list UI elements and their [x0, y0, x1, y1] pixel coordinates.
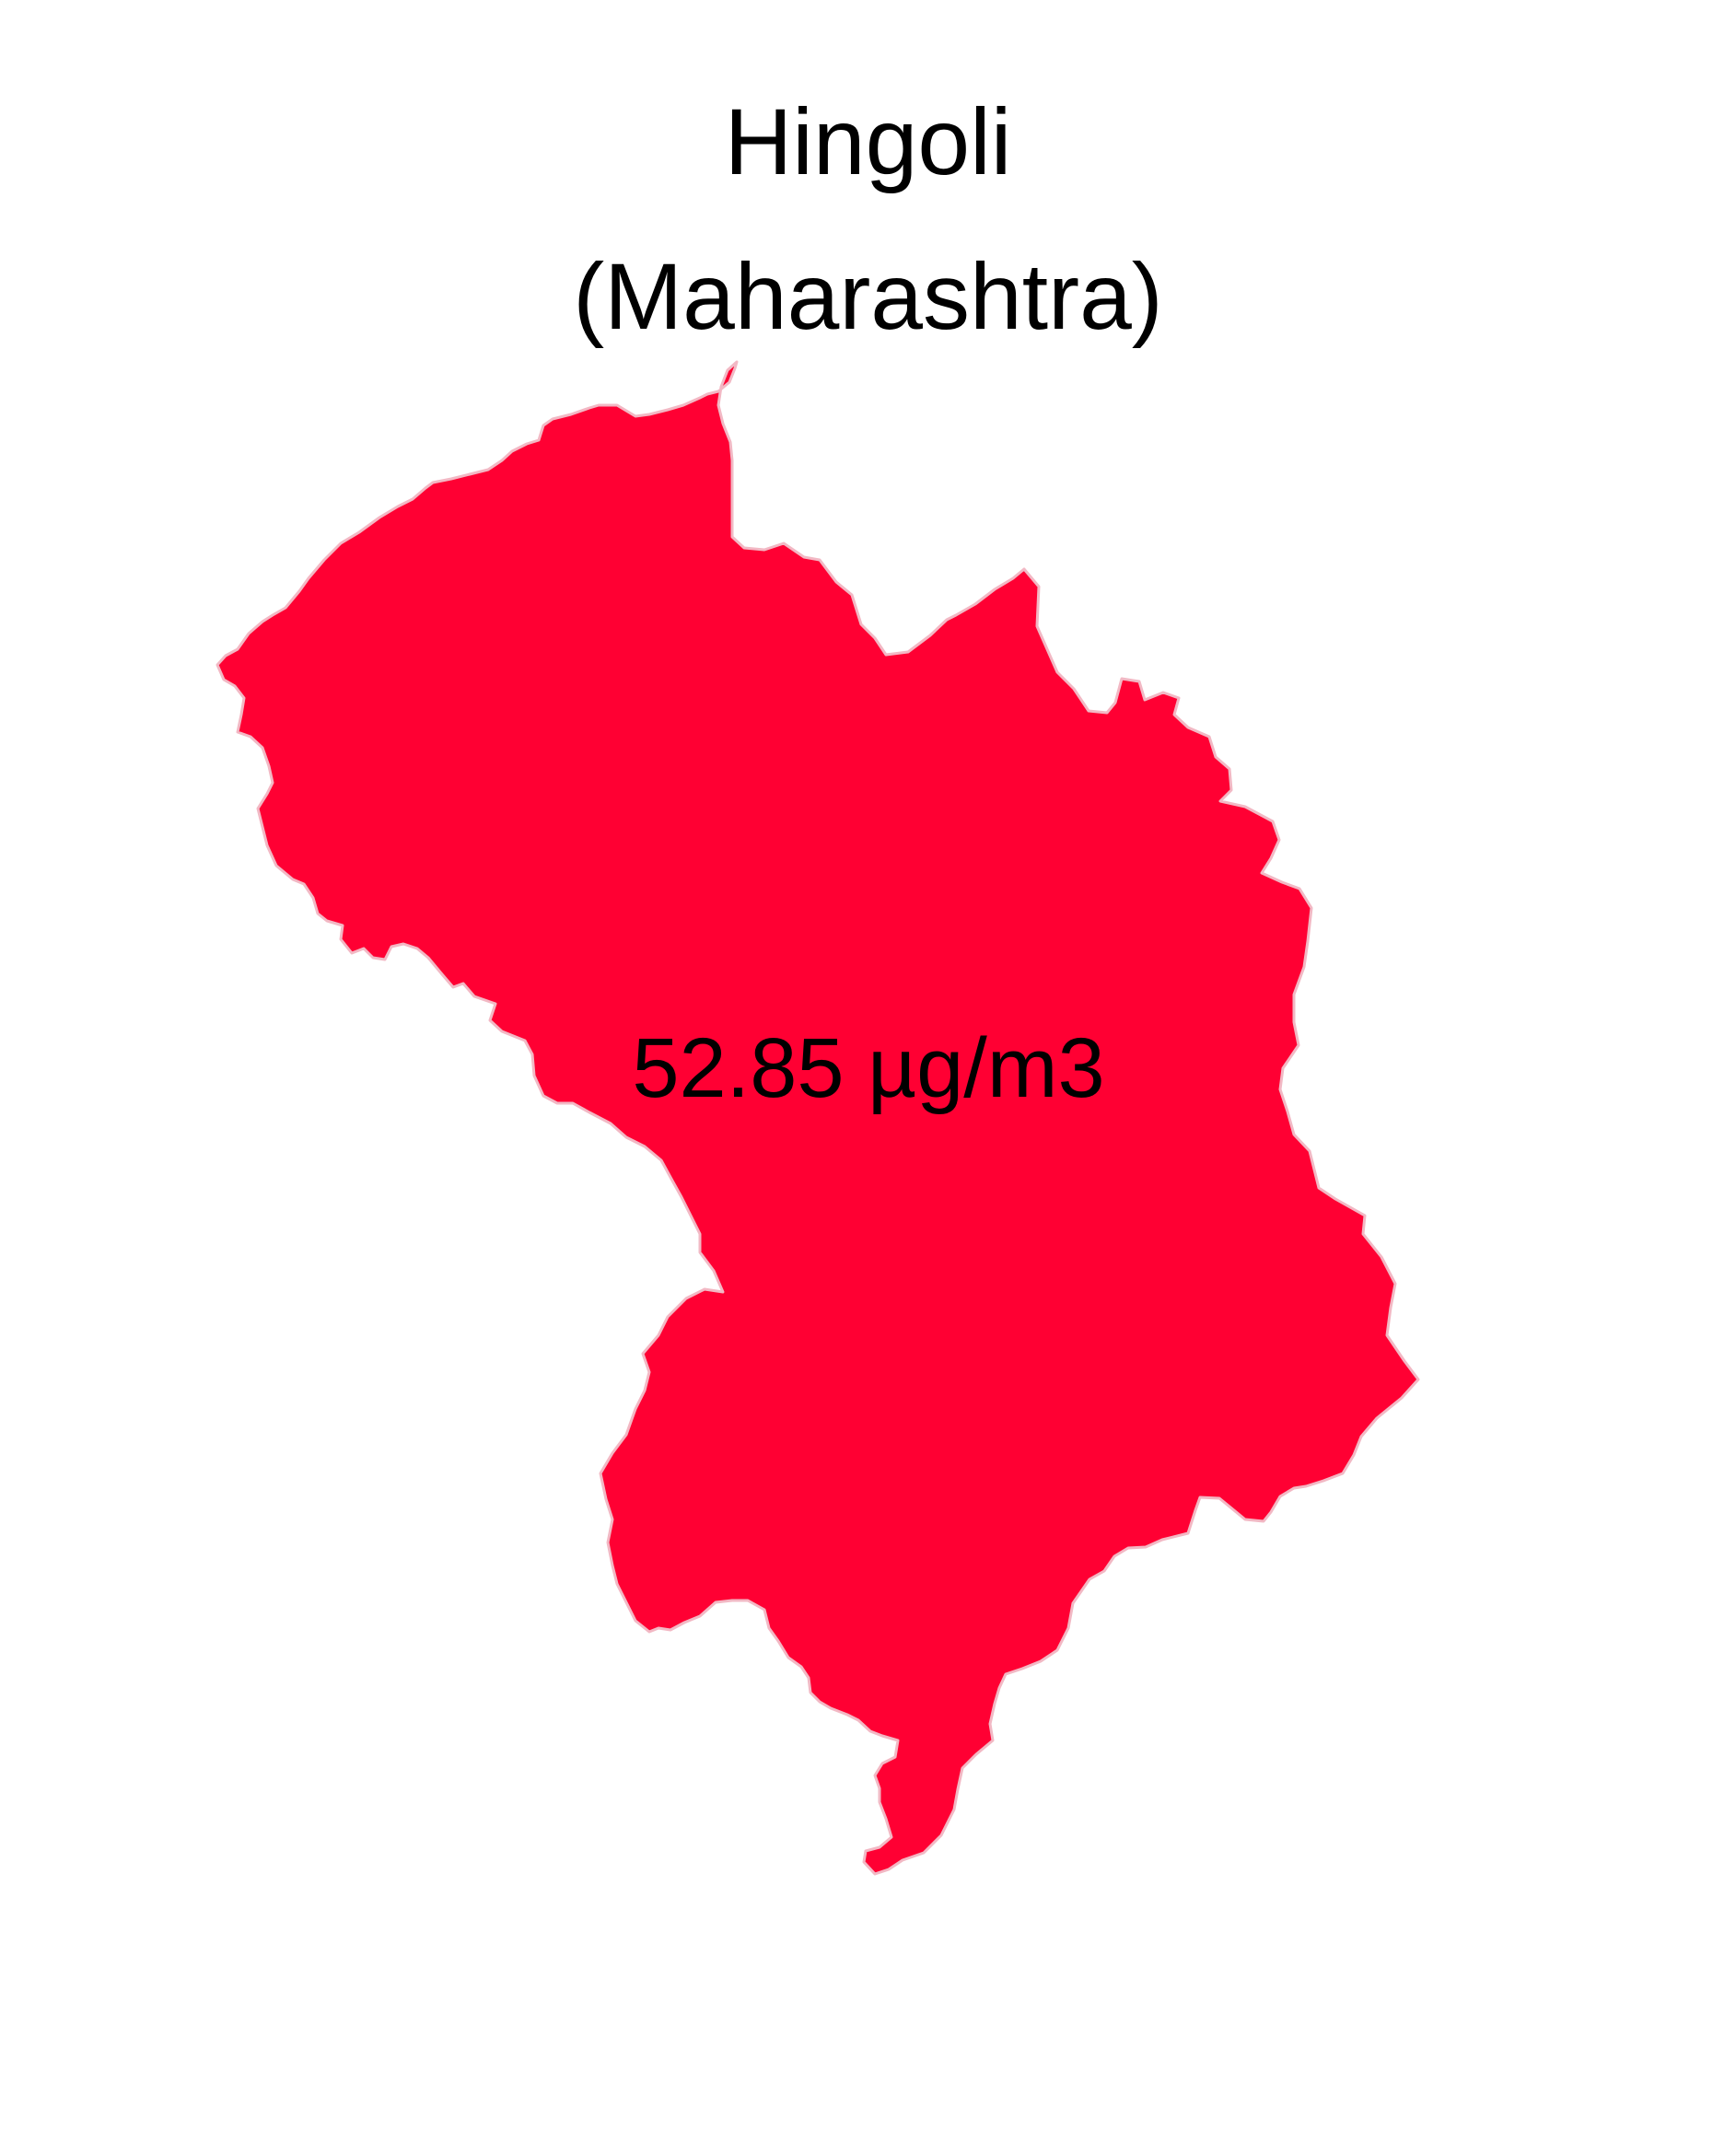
region-value-text: 52.85 µg/m3	[632, 1021, 1105, 1115]
hingoli-district-shape	[216, 360, 1420, 1876]
title-district: Hingoli	[724, 89, 1012, 194]
map-title: Hingoli (Maharashtra)	[0, 64, 1736, 374]
title-state: (Maharashtra)	[573, 244, 1163, 349]
